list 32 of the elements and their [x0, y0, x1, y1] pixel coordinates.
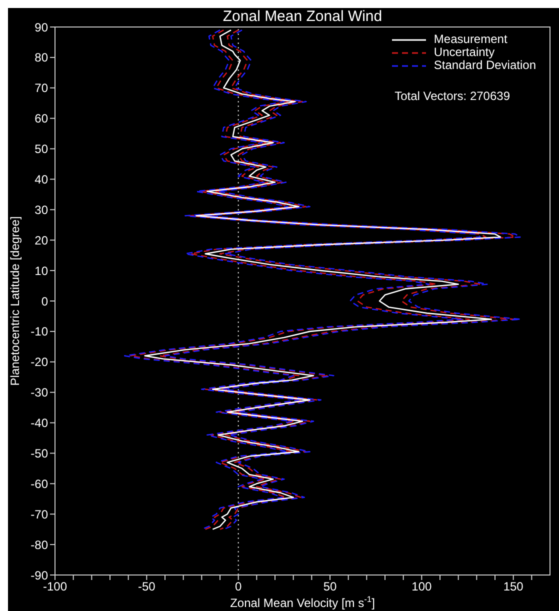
y-tick-label: -60: [30, 476, 48, 491]
y-tick-label: -90: [30, 568, 48, 582]
y-tick-label: 90: [34, 20, 48, 34]
chart-title: Zonal Mean Zonal Wind: [222, 8, 384, 25]
legend-label: Measurement: [434, 32, 508, 46]
y-tick-label: -30: [30, 386, 48, 400]
annotation: Total Vectors: 270639: [394, 89, 510, 103]
x-tick-label: -50: [138, 580, 156, 594]
y-tick-label: 0: [41, 294, 48, 308]
x-tick-label: 0: [234, 580, 242, 594]
y-tick-label: 30: [34, 202, 48, 217]
y-tick-label: -40: [30, 416, 48, 430]
y-tick-label: 20: [34, 233, 48, 248]
y-tick-label: 80: [34, 50, 48, 65]
y-tick-label: -20: [30, 355, 48, 370]
legend-label: Standard Deviation: [434, 58, 536, 72]
y-tick-label: 70: [34, 81, 48, 96]
x-tick-label: 150: [503, 580, 524, 594]
y-tick-label: -50: [30, 446, 48, 460]
y-tick-label: -80: [30, 538, 48, 552]
x-tick-label: 100: [412, 580, 432, 594]
y-tick-label: 60: [34, 112, 48, 126]
legend-label: Uncertainty: [434, 45, 495, 59]
y-tick-label: 40: [34, 172, 48, 186]
y-axis-title: Planetocentric Latitude [degree]: [8, 216, 22, 386]
y-tick-label: 10: [34, 264, 48, 278]
x-tick-label: 50: [323, 580, 337, 594]
x-tick-label: -100: [42, 580, 68, 594]
y-tick-label: -10: [30, 324, 48, 339]
y-tick-label: -70: [30, 507, 48, 522]
y-tick-label: 50: [34, 142, 48, 156]
x-axis-title: Zonal Mean Velocity [m s$^{-1}$]: [230, 594, 375, 610]
